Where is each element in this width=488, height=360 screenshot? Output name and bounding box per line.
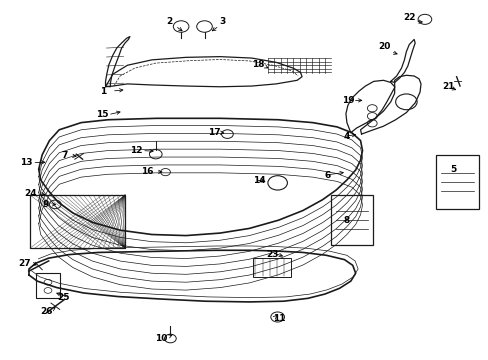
Bar (253, 258, 291, 277)
Text: 7: 7 (62, 151, 68, 160)
Text: 12: 12 (130, 146, 142, 155)
Text: 23: 23 (266, 250, 279, 259)
Bar (330, 195, 372, 244)
Text: 8: 8 (343, 216, 349, 225)
Text: 18: 18 (251, 60, 264, 69)
Text: 13: 13 (20, 158, 32, 167)
Text: 16: 16 (141, 167, 153, 176)
Circle shape (417, 14, 431, 24)
Text: 6: 6 (324, 171, 330, 180)
Text: 25: 25 (57, 293, 69, 302)
Text: 21: 21 (441, 82, 454, 91)
Text: 9: 9 (43, 200, 49, 209)
Text: 20: 20 (378, 42, 390, 51)
Circle shape (196, 21, 212, 32)
Text: 17: 17 (207, 128, 220, 137)
Text: 1: 1 (100, 86, 106, 95)
Text: 24: 24 (24, 189, 37, 198)
Text: 22: 22 (402, 13, 415, 22)
Text: 26: 26 (40, 307, 52, 316)
Text: 4: 4 (343, 132, 349, 141)
Bar (435, 155, 478, 209)
Circle shape (173, 21, 188, 32)
Text: 27: 27 (18, 259, 30, 268)
Text: 19: 19 (341, 96, 353, 105)
Circle shape (270, 312, 284, 322)
Text: 11: 11 (273, 314, 285, 323)
Text: 10: 10 (155, 334, 167, 343)
Text: 5: 5 (449, 166, 455, 175)
Circle shape (160, 168, 170, 176)
Text: 14: 14 (252, 176, 265, 185)
Circle shape (149, 149, 162, 159)
Bar (30, 195, 125, 248)
Text: 15: 15 (96, 110, 108, 119)
Text: 3: 3 (219, 17, 225, 26)
Circle shape (164, 334, 176, 343)
Text: 2: 2 (165, 17, 172, 26)
Circle shape (221, 130, 233, 138)
Circle shape (49, 200, 61, 209)
Bar (36, 273, 60, 298)
